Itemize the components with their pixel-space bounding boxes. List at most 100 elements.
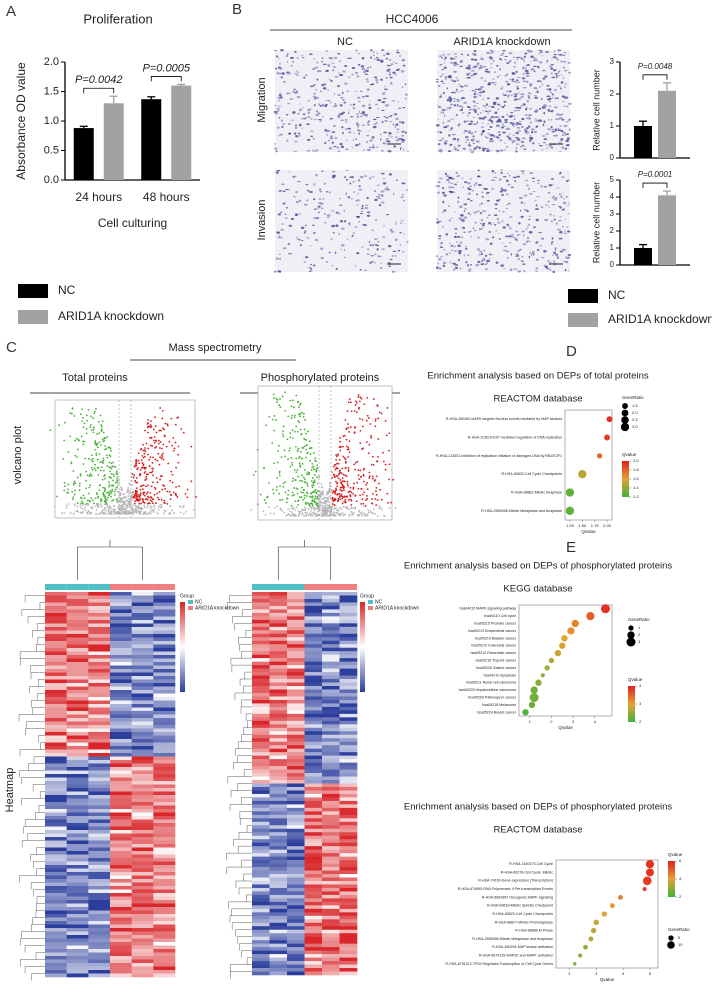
volcano-point	[155, 502, 157, 504]
volcano-point	[114, 491, 116, 493]
cell-speck	[405, 93, 408, 96]
volcano-point	[122, 504, 124, 506]
volcano-point	[275, 419, 277, 421]
bar	[634, 248, 652, 265]
heatmap-cell	[270, 630, 288, 634]
volcano-point	[345, 467, 347, 469]
volcano-point	[314, 479, 316, 481]
volcano-point	[355, 404, 357, 406]
heatmap-cell	[305, 641, 323, 645]
cell-speck	[366, 141, 368, 143]
heatmap-cell	[270, 749, 288, 753]
volcano-point	[110, 476, 112, 478]
heatmap-cell	[287, 822, 305, 826]
heatmap-cell	[287, 923, 305, 927]
volcano-point	[81, 436, 83, 438]
volcano-point	[334, 493, 336, 495]
cell-speck	[297, 57, 299, 59]
volcano-point	[67, 492, 69, 494]
heatmap-cell	[340, 832, 358, 836]
cell-speck	[321, 170, 323, 172]
heatmap-cell	[153, 841, 175, 845]
volcano-point	[345, 462, 347, 464]
cell-speck	[556, 255, 558, 257]
heatmap-cell	[153, 904, 175, 908]
volcano-point	[164, 423, 166, 425]
volcano-point	[347, 485, 349, 487]
heatmap-cell	[153, 914, 175, 918]
cell-speck	[551, 179, 554, 180]
volcano-point	[375, 487, 377, 489]
volcano-point	[174, 447, 176, 449]
heatmap-cell	[153, 596, 175, 600]
volcano-point	[161, 454, 163, 456]
cell-speck	[516, 143, 519, 145]
heatmap-cell	[305, 613, 323, 617]
heatmap-cell	[88, 655, 110, 659]
volcano-point	[93, 413, 95, 415]
volcano-point	[347, 449, 349, 451]
heatmap-cell	[67, 760, 89, 764]
heatmap-cell	[305, 881, 323, 885]
cell-speck	[357, 116, 358, 119]
color-scale	[180, 602, 185, 692]
cell-speck	[533, 254, 534, 256]
volcano-point	[136, 465, 138, 467]
cell-speck	[377, 241, 379, 243]
cell-speck	[456, 114, 458, 116]
cell-speck	[533, 66, 537, 67]
cell-speck	[511, 234, 514, 236]
heatmap-cell	[252, 693, 270, 697]
cell-speck	[305, 256, 307, 258]
cell-speck	[515, 231, 518, 233]
heatmap-cell	[252, 613, 270, 617]
cell-speck	[297, 181, 300, 182]
volcano-point	[111, 462, 113, 464]
cell-speck	[468, 269, 472, 270]
cell-speck	[373, 119, 377, 120]
heatmap-cell	[287, 916, 305, 920]
heatmap-cell	[340, 735, 358, 739]
heatmap-cell	[287, 710, 305, 714]
heatmap-cell	[45, 837, 67, 841]
heatmap-cell	[45, 767, 67, 771]
cell-speck	[279, 270, 281, 272]
cell-speck	[498, 119, 501, 121]
cell-speck	[374, 190, 376, 192]
volcano-point	[80, 502, 82, 504]
volcano-point	[304, 445, 306, 447]
volcano-point	[370, 437, 372, 439]
cell-speck	[568, 256, 569, 257]
volcano-point	[311, 505, 313, 507]
heatmap-cell	[45, 813, 67, 817]
volcano-point	[89, 426, 91, 428]
heatmap-cell	[305, 756, 323, 760]
volcano-point	[339, 459, 341, 461]
heatmap-cell	[287, 808, 305, 812]
cell-speck	[371, 230, 374, 231]
volcano-point	[347, 427, 349, 429]
heatmap-cell	[153, 890, 175, 894]
heatmap-cell	[153, 736, 175, 740]
cell-speck	[551, 220, 553, 222]
cell-speck	[500, 264, 504, 266]
volcano-point	[84, 458, 86, 460]
heatmap-cell	[287, 843, 305, 847]
heatmap-cell	[322, 710, 340, 714]
cell-speck	[563, 77, 564, 79]
cell-speck	[461, 97, 465, 99]
cell-speck	[514, 99, 515, 101]
heatmap-cell	[252, 756, 270, 760]
volcano-point	[338, 478, 340, 480]
heatmap-cell	[132, 743, 154, 747]
heatmap-cell	[132, 725, 154, 729]
heatmap-cell	[287, 888, 305, 892]
cell-speck	[485, 255, 487, 257]
volcano-point	[336, 475, 338, 477]
cell-speck	[336, 268, 338, 270]
cell-speck	[298, 133, 300, 134]
cell-speck	[276, 171, 279, 174]
heatmap-cell	[132, 596, 154, 600]
heatmap-cell	[88, 673, 110, 677]
volcano-point	[287, 494, 289, 496]
